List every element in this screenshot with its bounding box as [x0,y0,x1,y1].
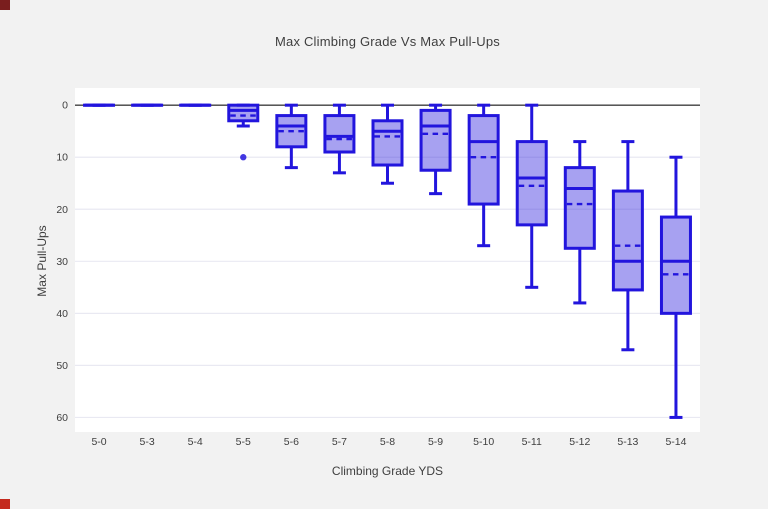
y-tick-label: 10 [56,152,68,164]
corner-marker-top-left [0,0,10,10]
outlier-point[interactable] [240,154,247,161]
y-tick-label: 50 [56,360,68,372]
box-5-13[interactable] [611,140,644,352]
iqr-box [323,114,356,154]
x-tick-label: 5-8 [380,436,395,448]
iqr-box [371,119,404,167]
iqr-box [467,114,500,206]
x-tick-label: 5-7 [332,436,347,448]
x-tick-label: 5-3 [140,436,155,448]
y-tick-label: 40 [56,308,68,320]
x-tick-label: 5-10 [473,436,494,448]
y-tick-label: 20 [56,204,68,216]
y-tick-label: 60 [56,412,68,424]
x-tick-label: 5-14 [665,436,686,448]
iqr-box [659,215,692,315]
y-tick-label: 30 [56,256,68,268]
x-tick-label: 5-6 [284,436,299,448]
x-tick-label: 5-0 [91,436,106,448]
iqr-box [515,140,548,227]
iqr-box [227,103,260,123]
box-5-11[interactable] [515,103,548,289]
y-axis-title: Max Pull-Ups [35,225,49,297]
box-5-9[interactable] [419,103,452,196]
x-tick-label: 5-11 [522,436,542,448]
box-5-10[interactable] [467,103,500,248]
box-5-5[interactable] [227,103,260,161]
iqr-box [611,189,644,292]
box-5-6[interactable] [275,103,308,170]
chart-title: Max Climbing Grade Vs Max Pull-Ups [275,34,500,49]
x-tick-label: 5-9 [428,436,443,448]
y-tick-label: 0 [62,100,68,112]
x-tick-label: 5-12 [569,436,590,448]
x-tick-label: 5-13 [617,436,638,448]
box-5-7[interactable] [323,103,356,175]
x-tick-label: 5-5 [236,436,251,448]
corner-marker-bottom-left [0,499,10,509]
box-5-14[interactable] [659,155,692,419]
plot-area[interactable] [75,88,700,432]
iqr-box [419,108,452,172]
box-5-12[interactable] [563,140,596,305]
x-tick-label: 5-4 [188,436,203,448]
iqr-box [563,166,596,250]
box-5-8[interactable] [371,103,404,185]
x-axis-title: Climbing Grade YDS [331,464,444,478]
